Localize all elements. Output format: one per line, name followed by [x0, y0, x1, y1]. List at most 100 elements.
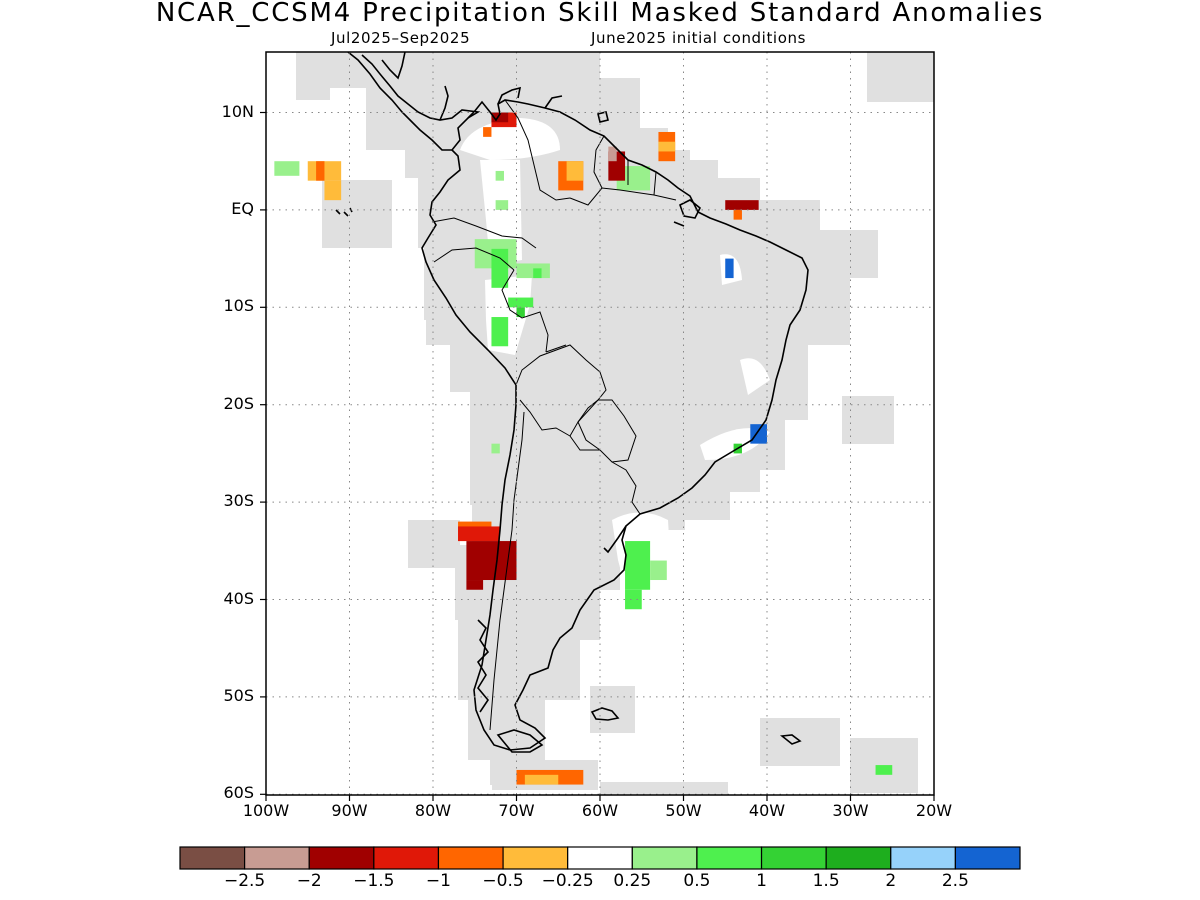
mask-patch-tristan: [842, 396, 894, 444]
colorbar-swatch: [696, 846, 763, 870]
colorbar-label: −2.5: [223, 871, 266, 891]
anomaly-cell: [458, 526, 500, 542]
mask-hole-northeast: [740, 358, 770, 395]
anomaly-cell: [875, 765, 893, 775]
lat-tick-label: 10N: [221, 101, 254, 121]
lon-tick-label: 20W: [915, 801, 953, 820]
coastline-venezuela-detail: [497, 86, 563, 109]
anomaly-cell: [316, 161, 325, 181]
mask-patch-pacific-east: [408, 520, 460, 568]
colorbar-swatch: [760, 846, 827, 870]
mask-region-continent: [296, 52, 878, 785]
colorbar-swatch: [890, 846, 956, 870]
coastline-rio-de-la-plata: [603, 525, 627, 554]
anomaly-cell: [625, 541, 651, 590]
anomaly-cell: [495, 170, 504, 181]
lon-tick-label: 40W: [748, 801, 786, 820]
border-argentina-chile: [489, 411, 525, 731]
colorbar-label: 1: [756, 871, 767, 891]
anomaly-cell: [725, 258, 734, 279]
anomaly-cell: [491, 112, 509, 123]
lon-tick-label: 50W: [665, 801, 702, 820]
mask-hole-colombia: [480, 160, 522, 265]
anomaly-cell: [733, 209, 742, 220]
anomaly-cell: [466, 541, 517, 581]
anomaly-cell: [466, 580, 484, 590]
border-brazil-bolivia-west: [545, 344, 567, 353]
colorbar: [179, 846, 1021, 870]
coastline-trinidad: [597, 111, 609, 123]
colorbar-label: −1: [425, 871, 451, 891]
anomaly-cell: [274, 161, 300, 176]
initial-conditions: June2025 initial conditions: [591, 29, 806, 47]
mask-patch-south-atlantic-far: [600, 782, 728, 795]
coastline-south-georgia: [779, 734, 802, 745]
lat-tick-label: 60S: [223, 783, 254, 803]
lat-tick-label: 10S: [223, 296, 254, 316]
anomaly-cell: [650, 560, 667, 581]
mask-patch-atlantic-east: [820, 300, 850, 345]
colorbar-label: −2: [296, 871, 322, 891]
colorbar-swatch: [502, 846, 569, 870]
coastline: [335, 52, 809, 753]
colorbar-swatch: [567, 846, 633, 870]
anomaly-cell: [483, 127, 492, 137]
colorbar-swatch: [244, 846, 310, 870]
colorbar-swatch: [631, 846, 698, 870]
coastline-chile-fjords: [476, 619, 490, 713]
gridlines: [266, 52, 934, 795]
border-peru-brazil: [501, 269, 549, 353]
lat-tick-label: 20S: [223, 393, 254, 413]
coastline-south-america: [421, 99, 809, 751]
anomaly-cell: [566, 161, 584, 181]
country-borders: [431, 99, 677, 731]
coastline-tierra-del-fuego: [496, 729, 544, 753]
anomaly-cell: [533, 268, 542, 279]
anomaly-cell: [658, 141, 676, 152]
coastline-falklands: [590, 707, 620, 721]
border-brazil-north: [569, 187, 677, 206]
anomaly-cell: [516, 307, 525, 318]
colorbar-swatch: [373, 846, 440, 870]
colorbar-swatch: [825, 846, 892, 870]
lon-tick-label: 90W: [331, 801, 368, 820]
border-guyana-suriname: [627, 160, 657, 196]
coastline-central-america: [347, 52, 481, 151]
anomaly-cell: [324, 180, 342, 201]
border-colombia-venezuela: [504, 99, 571, 201]
anomaly-cell: [524, 774, 559, 785]
anomaly-cell: [750, 424, 767, 444]
lon-tick-label: 80W: [414, 801, 452, 820]
anomaly-cell: [725, 200, 759, 210]
axis-ticks: [260, 111, 935, 801]
lat-tick-label: 30S: [223, 491, 254, 511]
coastline-caribbean-ca: [381, 52, 449, 121]
lon-tick-label: 30W: [832, 801, 869, 820]
anomaly-cell: [625, 589, 642, 610]
mask-patch-ne-atlantic: [867, 52, 934, 102]
lat-tick-label: 50S: [223, 685, 254, 705]
colorbar-label: −1.5: [353, 871, 395, 891]
colorbar-label: 1.5: [812, 871, 840, 891]
border-paraguay: [577, 399, 637, 463]
colorbar-swatch: [437, 846, 504, 870]
colorbar-swatch: [954, 846, 1021, 870]
colorbar-label: −0.5: [482, 871, 524, 891]
lon-tick-label: 70W: [498, 801, 535, 820]
coastline-marajo: [673, 199, 702, 227]
anomaly-cell: [491, 443, 500, 454]
colorbar-swatch: [179, 846, 246, 870]
mask-patch-south-georgia: [760, 718, 840, 766]
colorbar-swatch: [308, 846, 375, 870]
colorbar-label: 2.5: [941, 871, 969, 891]
border-colombia-ecuador-peru: [431, 217, 537, 271]
colorbar-label: 0.5: [683, 871, 711, 891]
lat-tick-label: EQ: [231, 198, 254, 218]
anomaly-layer: [274, 112, 893, 785]
map-title: NCAR_CCSM4 Precipitation Skill Masked St…: [155, 0, 1045, 28]
forecast-period: Jul2025–Sep2025: [331, 29, 471, 47]
anomaly-cell: [495, 200, 509, 210]
anomaly-cell: [491, 248, 509, 288]
colorbar-label: 2: [885, 871, 897, 891]
